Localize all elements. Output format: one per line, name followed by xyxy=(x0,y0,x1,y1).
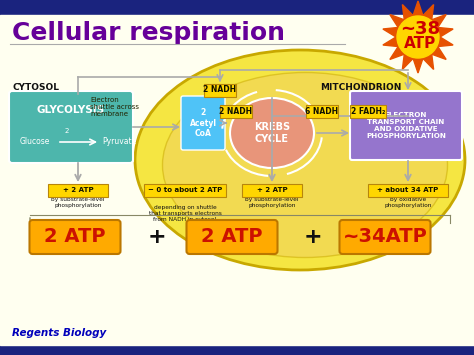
FancyBboxPatch shape xyxy=(204,83,236,97)
Text: 2 ATP: 2 ATP xyxy=(44,228,106,246)
FancyBboxPatch shape xyxy=(144,184,226,197)
Text: 2 ATP: 2 ATP xyxy=(201,228,263,246)
Bar xyxy=(0,345,474,355)
FancyBboxPatch shape xyxy=(350,104,386,118)
FancyBboxPatch shape xyxy=(9,91,133,163)
Text: 2 NADH: 2 NADH xyxy=(203,86,237,94)
FancyBboxPatch shape xyxy=(186,220,277,254)
FancyBboxPatch shape xyxy=(220,104,252,118)
FancyBboxPatch shape xyxy=(29,220,120,254)
Ellipse shape xyxy=(163,72,447,257)
Text: Cellular respiration: Cellular respiration xyxy=(12,21,285,45)
Ellipse shape xyxy=(230,98,314,168)
FancyBboxPatch shape xyxy=(48,184,108,197)
Text: by substrate-level
phosphorylation: by substrate-level phosphorylation xyxy=(51,197,105,208)
Text: ELECTRON
TRANSPORT CHAIN
AND OXIDATIVE
PHOSPHORYLATION: ELECTRON TRANSPORT CHAIN AND OXIDATIVE P… xyxy=(366,112,446,139)
FancyBboxPatch shape xyxy=(306,104,337,118)
Text: 2 NADH: 2 NADH xyxy=(219,106,253,115)
Text: 2: 2 xyxy=(65,128,69,134)
Polygon shape xyxy=(383,1,453,73)
Circle shape xyxy=(397,16,439,58)
Text: +: + xyxy=(148,227,166,247)
Text: 2 FADH₂: 2 FADH₂ xyxy=(351,106,385,115)
Text: ATP: ATP xyxy=(404,37,436,51)
Text: Electron
shuttle across
membrane: Electron shuttle across membrane xyxy=(90,97,139,117)
Text: MITCHONDRION: MITCHONDRION xyxy=(320,83,401,92)
Text: KREBS
CYCLE: KREBS CYCLE xyxy=(254,122,290,144)
Text: + about 34 ATP: + about 34 ATP xyxy=(377,187,438,193)
Text: Glucose: Glucose xyxy=(20,137,50,147)
Text: GLYCOLYSIS: GLYCOLYSIS xyxy=(37,105,105,115)
Text: by oxidative
phosphorylation: by oxidative phosphorylation xyxy=(384,197,432,208)
Text: + 2 ATP: + 2 ATP xyxy=(257,187,287,193)
FancyBboxPatch shape xyxy=(368,184,448,197)
Text: +: + xyxy=(304,227,322,247)
FancyBboxPatch shape xyxy=(181,96,225,150)
FancyBboxPatch shape xyxy=(350,91,462,160)
Text: CYTOSOL: CYTOSOL xyxy=(12,83,59,92)
FancyBboxPatch shape xyxy=(339,220,430,254)
Bar xyxy=(0,0,474,15)
Ellipse shape xyxy=(135,50,465,270)
Text: 2
Acetyl
CoA: 2 Acetyl CoA xyxy=(190,108,217,138)
FancyBboxPatch shape xyxy=(242,184,302,197)
Text: depending on shuttle
that transports electrons
from NADH in cytosol: depending on shuttle that transports ele… xyxy=(148,205,221,222)
Text: ~38: ~38 xyxy=(400,20,440,38)
Text: Pyruvate: Pyruvate xyxy=(102,137,136,147)
Text: ~34ATP: ~34ATP xyxy=(343,228,428,246)
Text: + 2 ATP: + 2 ATP xyxy=(63,187,93,193)
Text: 6 NADH: 6 NADH xyxy=(305,106,338,115)
Text: ~ 0 to about 2 ATP: ~ 0 to about 2 ATP xyxy=(148,187,222,193)
Text: Regents Biology: Regents Biology xyxy=(12,328,106,338)
Text: by substrate-level
phosphorylation: by substrate-level phosphorylation xyxy=(245,197,299,208)
